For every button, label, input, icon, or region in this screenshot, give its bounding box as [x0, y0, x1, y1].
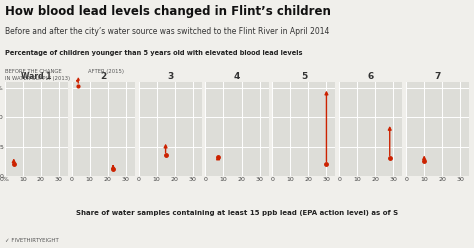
Text: Percentage of children younger than 5 years old with elevated blood lead levels: Percentage of children younger than 5 ye…: [5, 50, 302, 56]
Text: Share of water samples containing at least 15 ppb lead (EPA action level) as of : Share of water samples containing at lea…: [76, 210, 398, 216]
Title: 6: 6: [368, 72, 374, 81]
Text: BEFORE THE CHANGE
IN WATER SUPPLY (2013): BEFORE THE CHANGE IN WATER SUPPLY (2013): [5, 69, 70, 81]
Title: 7: 7: [435, 72, 441, 81]
Text: How blood lead levels changed in Flint’s children: How blood lead levels changed in Flint’s…: [5, 5, 331, 18]
Text: Before and after the city’s water source was switched to the Flint River in Apri: Before and after the city’s water source…: [5, 27, 329, 36]
Title: 3: 3: [167, 72, 173, 81]
Text: AFTER (2015): AFTER (2015): [88, 69, 124, 74]
Title: 4: 4: [234, 72, 240, 81]
Title: 5: 5: [301, 72, 307, 81]
Title: Ward 1: Ward 1: [21, 72, 52, 81]
Text: ✓ FIVETHIRTYEIGHT: ✓ FIVETHIRTYEIGHT: [5, 238, 58, 243]
Title: 2: 2: [100, 72, 106, 81]
